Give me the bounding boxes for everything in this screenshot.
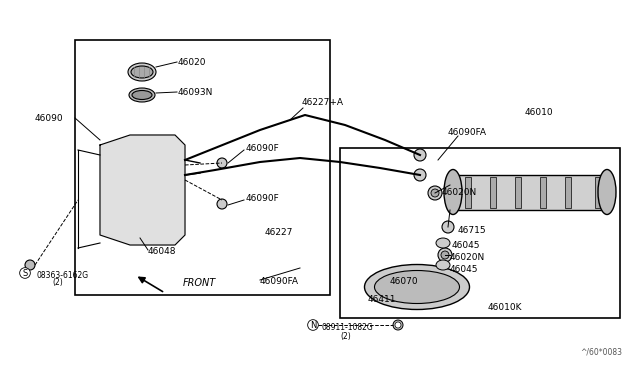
Ellipse shape — [436, 238, 450, 248]
Text: 46227+A: 46227+A — [302, 97, 344, 106]
Text: 46090F: 46090F — [246, 193, 280, 202]
Ellipse shape — [128, 63, 156, 81]
Circle shape — [414, 169, 426, 181]
Text: 46715: 46715 — [458, 225, 486, 234]
Ellipse shape — [132, 90, 152, 99]
Ellipse shape — [365, 264, 470, 310]
Bar — [450, 175, 610, 210]
Text: 46227: 46227 — [265, 228, 293, 237]
Ellipse shape — [444, 170, 462, 215]
Text: 46045: 46045 — [450, 266, 479, 275]
Circle shape — [414, 149, 426, 161]
Text: 46093N: 46093N — [178, 87, 213, 96]
Polygon shape — [100, 135, 185, 245]
Text: 46090: 46090 — [35, 113, 63, 122]
Text: S: S — [22, 269, 28, 278]
Text: 46020: 46020 — [178, 58, 207, 67]
Text: FRONT: FRONT — [183, 278, 216, 288]
Bar — [465, 177, 471, 208]
Circle shape — [442, 221, 454, 233]
Circle shape — [438, 248, 452, 262]
Text: 46048: 46048 — [148, 247, 177, 257]
Circle shape — [217, 158, 227, 168]
Bar — [340, 148, 620, 318]
Bar — [565, 177, 571, 208]
Text: 46045: 46045 — [452, 241, 481, 250]
Circle shape — [428, 186, 442, 200]
Circle shape — [441, 251, 449, 259]
Text: 46070: 46070 — [390, 278, 419, 286]
Circle shape — [25, 260, 35, 270]
Text: 46020N: 46020N — [442, 187, 477, 196]
Bar — [75, 40, 330, 295]
Text: 46090FA: 46090FA — [260, 278, 299, 286]
Text: 46010K: 46010K — [488, 304, 522, 312]
Text: (2): (2) — [52, 279, 63, 288]
Text: 46020N: 46020N — [450, 253, 485, 263]
Text: N: N — [310, 321, 316, 330]
Text: 46090F: 46090F — [246, 144, 280, 153]
Circle shape — [217, 199, 227, 209]
Text: ^/60*0083: ^/60*0083 — [580, 347, 622, 356]
Text: 08363-6162G: 08363-6162G — [36, 270, 88, 279]
Circle shape — [393, 320, 403, 330]
Bar — [515, 177, 521, 208]
Ellipse shape — [374, 270, 460, 304]
Text: 46010: 46010 — [525, 108, 554, 116]
Ellipse shape — [598, 170, 616, 215]
Text: (2): (2) — [340, 331, 351, 340]
Text: 08911-1082G: 08911-1082G — [322, 324, 374, 333]
Circle shape — [431, 189, 439, 197]
Circle shape — [395, 322, 401, 328]
Bar — [490, 177, 496, 208]
Bar — [540, 177, 546, 208]
Ellipse shape — [129, 88, 155, 102]
Ellipse shape — [131, 66, 153, 78]
Text: 46090FA: 46090FA — [448, 128, 487, 137]
Text: 46411: 46411 — [368, 295, 397, 305]
Bar — [595, 177, 601, 208]
Ellipse shape — [436, 260, 450, 270]
